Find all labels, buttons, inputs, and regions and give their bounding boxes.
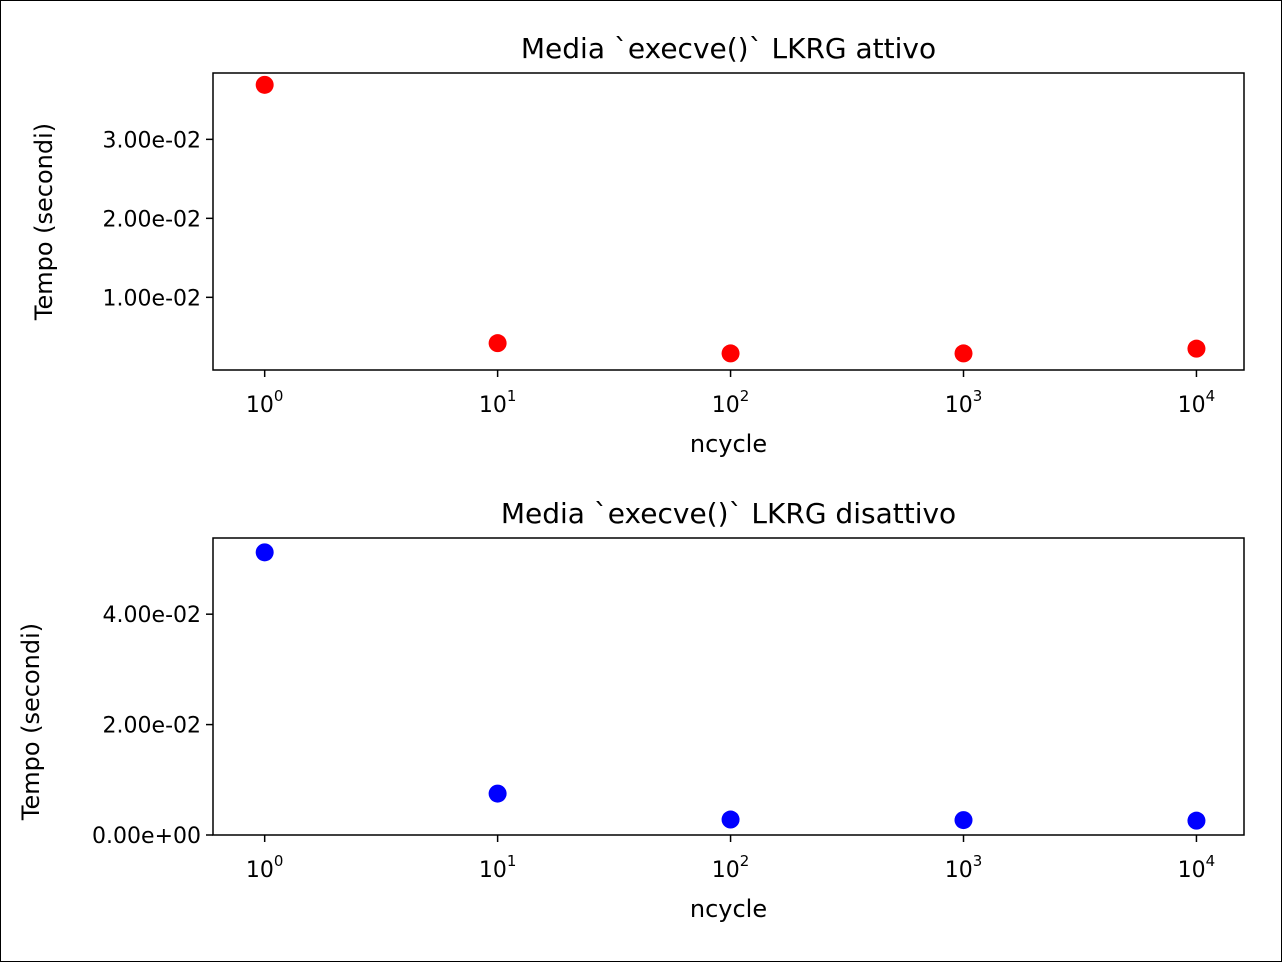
y-tick-label: 3.00e-02	[103, 128, 201, 153]
y-tick-label: 2.00e-02	[103, 207, 201, 232]
x-tick-exponent: 1	[507, 387, 517, 405]
data-point	[721, 344, 740, 363]
x-tick-label: 101	[479, 387, 517, 418]
x-tick-base: 10	[1178, 393, 1206, 418]
x-tick-base: 10	[479, 858, 507, 883]
x-tick-label: 102	[712, 387, 750, 418]
x-tick-exponent: 2	[740, 387, 750, 405]
x-tick-exponent: 3	[973, 387, 983, 405]
x-tick-exponent: 0	[274, 852, 284, 870]
x-tick-base: 10	[1178, 858, 1206, 883]
y-tick-label: 0.00e+00	[92, 824, 201, 849]
x-tick-label: 104	[1178, 387, 1216, 418]
data-point	[1187, 811, 1206, 830]
x-axis-label: ncycle	[690, 430, 767, 458]
data-point	[954, 811, 973, 830]
x-axis-label: ncycle	[690, 895, 767, 923]
x-tick-label: 103	[945, 387, 983, 418]
x-tick-base: 10	[712, 393, 740, 418]
data-point	[255, 543, 274, 562]
x-tick-exponent: 0	[274, 387, 284, 405]
data-point	[721, 810, 740, 829]
x-tick-exponent: 2	[740, 852, 750, 870]
chart-title: Media `execve()` LKRG attivo	[521, 32, 936, 65]
x-tick-base: 10	[246, 393, 274, 418]
x-tick-exponent: 4	[1206, 387, 1216, 405]
x-tick-exponent: 4	[1206, 852, 1216, 870]
data-point	[1187, 339, 1206, 358]
x-tick-label: 101	[479, 852, 517, 883]
y-tick-label: 2.00e-02	[103, 714, 201, 739]
x-tick-label: 103	[945, 852, 983, 883]
x-tick-exponent: 1	[507, 852, 517, 870]
x-tick-base: 10	[712, 858, 740, 883]
x-tick-label: 104	[1178, 852, 1216, 883]
y-tick-label: 4.00e-02	[103, 603, 201, 628]
x-tick-label: 100	[246, 852, 284, 883]
x-tick-base: 10	[246, 858, 274, 883]
x-tick-exponent: 3	[973, 852, 983, 870]
data-point	[488, 334, 507, 353]
data-point	[954, 344, 973, 363]
x-tick-label: 100	[246, 387, 284, 418]
data-point	[255, 75, 274, 94]
x-tick-base: 10	[945, 858, 973, 883]
x-tick-label: 102	[712, 852, 750, 883]
y-tick-label: 1.00e-02	[103, 286, 201, 311]
chart-title: Media `execve()` LKRG disattivo	[501, 497, 956, 530]
x-tick-base: 10	[479, 393, 507, 418]
x-tick-base: 10	[945, 393, 973, 418]
plot-frame	[212, 537, 1245, 836]
y-axis-label: Tempo (secondi)	[30, 123, 58, 321]
data-point	[488, 784, 507, 803]
plot-frame	[212, 72, 1245, 371]
y-axis-label: Tempo (secondi)	[17, 623, 45, 821]
